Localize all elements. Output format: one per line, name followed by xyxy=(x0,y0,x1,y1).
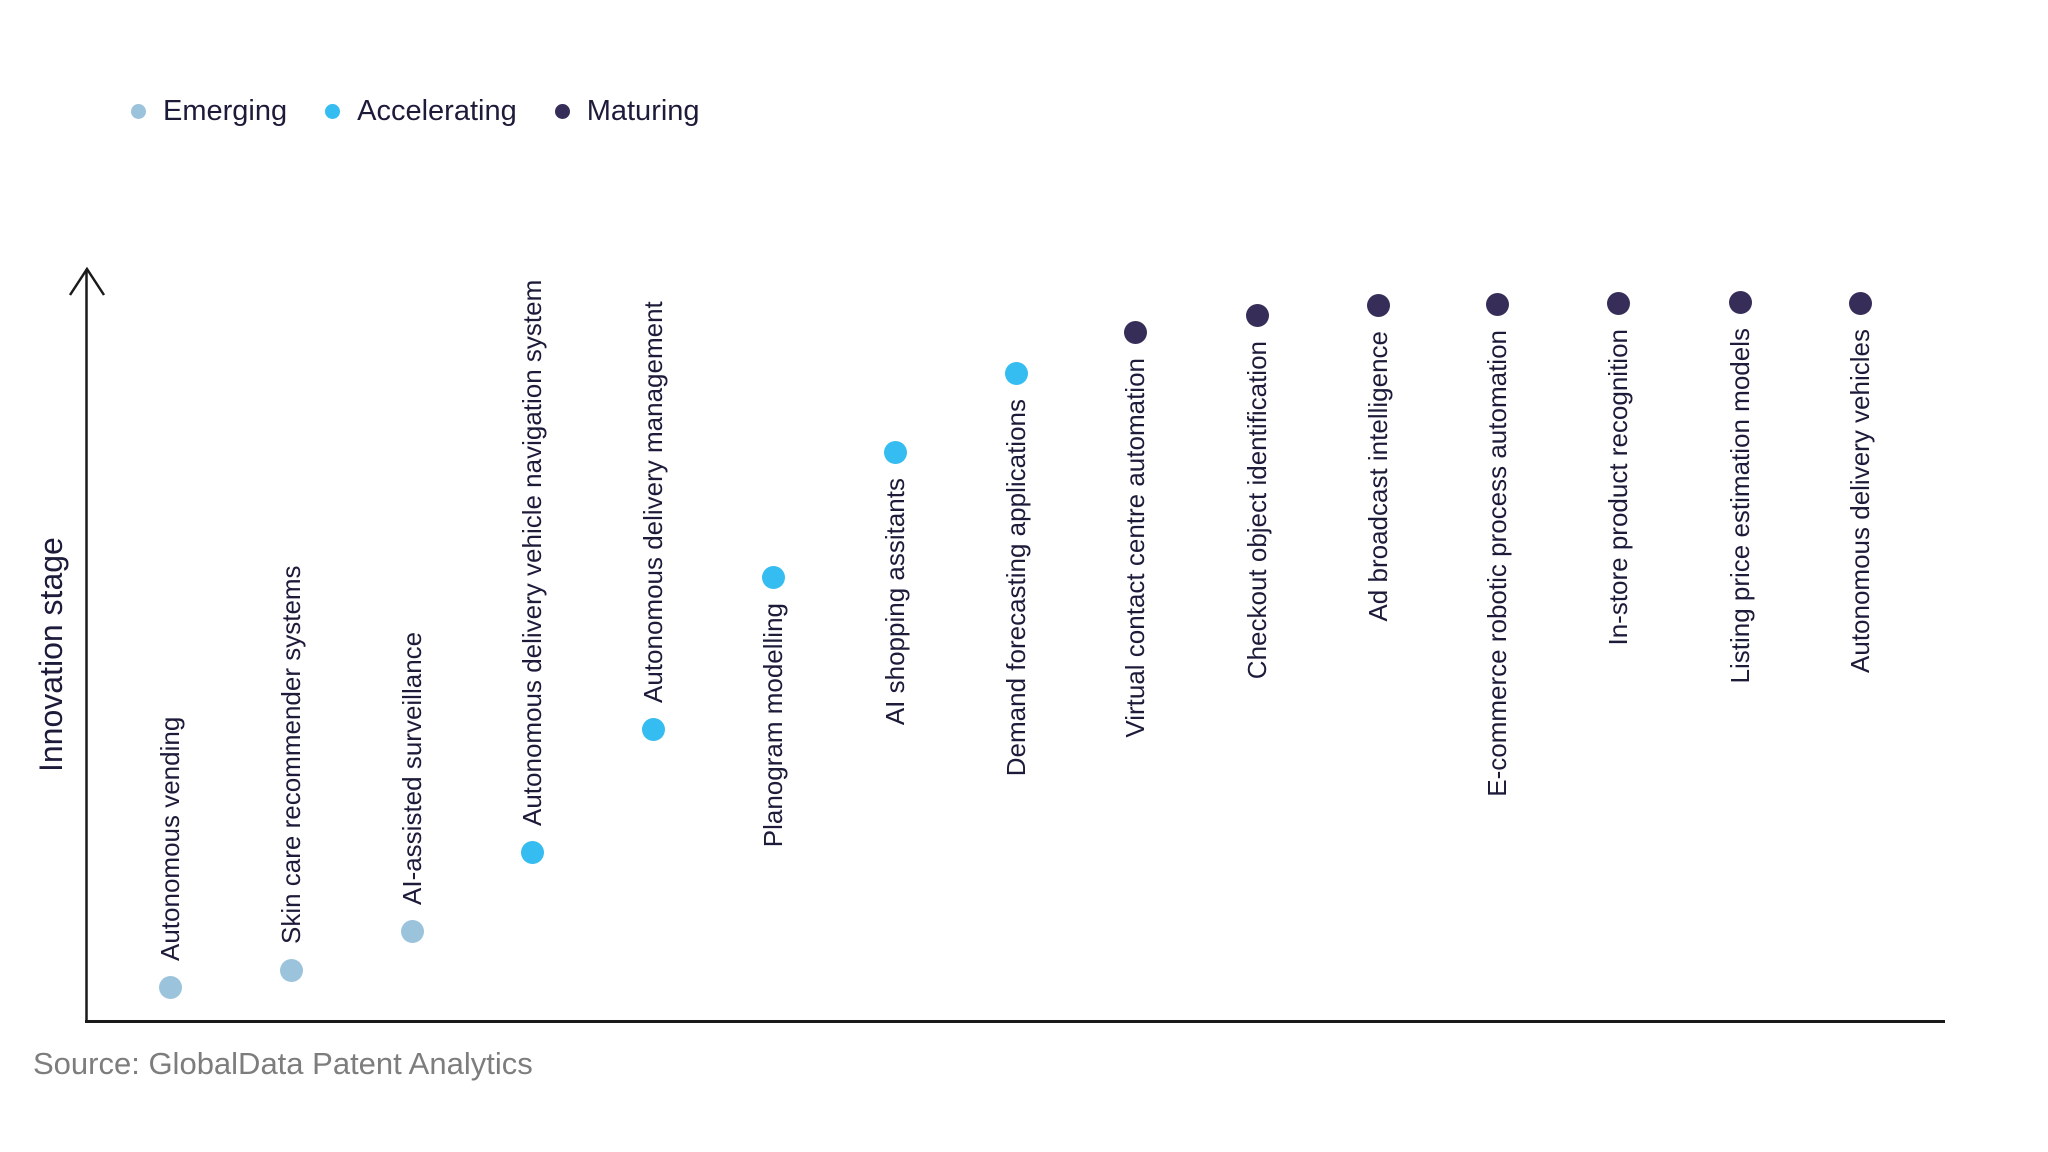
legend-item-emerging: Emerging xyxy=(131,95,287,128)
data-point-ad-broadcast-intelligence xyxy=(1366,293,1390,317)
data-point-demand-forecasting-applications xyxy=(1004,361,1028,385)
legend: Emerging Accelerating Maturing xyxy=(131,94,700,128)
legend-label: Emerging xyxy=(163,94,288,127)
data-point-label-planogram-modelling: Planogram modelling xyxy=(758,603,788,848)
data-point-autonomous-vending xyxy=(158,975,182,999)
legend-item-maturing: Maturing xyxy=(554,94,700,128)
legend-label: Accelerating xyxy=(357,94,517,127)
data-point-label-in-store-product-recognition: In-store product recognition xyxy=(1603,329,1633,646)
data-point-autonomous-delivery-vehicle-navigation-system xyxy=(520,840,544,864)
data-point-label-checkout-object-identification: Checkout object identification xyxy=(1242,341,1272,680)
data-point-virtual-contact-centre-automation xyxy=(1123,320,1147,344)
data-point-ai-assisted-surveillance xyxy=(400,919,424,943)
data-point-planogram-modelling xyxy=(761,565,785,589)
y-axis-title: Innovation stage xyxy=(33,537,69,772)
data-point-listing-price-estimation-models xyxy=(1728,290,1752,314)
data-point-label-autonomous-delivery-vehicle-navigation-system: Autonomous delivery vehicle navigation s… xyxy=(517,279,547,826)
legend-dot-icon xyxy=(554,103,570,119)
data-point-checkout-object-identification xyxy=(1245,303,1269,327)
legend-item-accelerating: Accelerating xyxy=(325,95,517,128)
legend-label: Maturing xyxy=(586,94,700,127)
legend-dot-icon xyxy=(325,103,341,119)
data-point-label-e-commerce-robotic-process-automation: E-commerce robotic process automation xyxy=(1482,330,1512,797)
data-point-label-virtual-contact-centre-automation: Virtual contact centre automation xyxy=(1120,358,1150,738)
data-point-label-ai-assisted-surveillance: AI-assisted surveillance xyxy=(397,631,427,905)
data-point-label-ai-shopping-assitants: AI shopping assitants xyxy=(880,478,910,726)
data-point-autonomous-delivery-vehicles xyxy=(1848,291,1872,315)
data-point-label-listing-price-estimation-models: Listing price estimation models xyxy=(1725,328,1755,684)
data-point-in-store-product-recognition xyxy=(1606,291,1630,315)
source-note: Source: GlobalData Patent Analytics xyxy=(33,1046,533,1081)
data-point-skin-care-recommender-systems xyxy=(279,958,303,982)
data-point-autonomous-delivery-management xyxy=(641,717,665,741)
data-point-label-ad-broadcast-intelligence: Ad broadcast intelligence xyxy=(1363,331,1393,622)
data-point-label-demand-forecasting-applications: Demand forecasting applications xyxy=(1001,399,1031,777)
data-point-label-autonomous-delivery-management: Autonomous delivery management xyxy=(638,301,668,703)
legend-dot-icon xyxy=(131,103,146,119)
data-point-label-autonomous-delivery-vehicles: Autonomous delivery vehicles xyxy=(1845,329,1875,673)
data-point-e-commerce-robotic-process-automation xyxy=(1485,292,1509,316)
data-point-ai-shopping-assitants xyxy=(883,440,907,464)
data-point-label-autonomous-vending: Autonomous vending xyxy=(155,716,185,961)
data-point-label-skin-care-recommender-systems: Skin care recommender systems xyxy=(276,565,306,944)
